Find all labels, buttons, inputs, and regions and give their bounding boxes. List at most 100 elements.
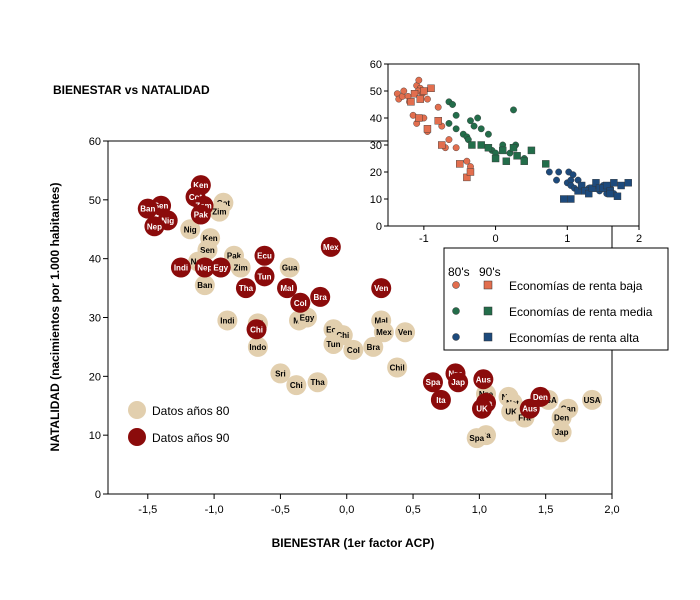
inset-legend-box [443,247,669,351]
legend-header-90s: 90's [479,265,501,279]
main-point-label: Nig [184,225,197,234]
main-point [210,257,231,278]
inset-point-square [423,125,432,133]
inset-point-circle [400,87,408,95]
main-point [194,257,215,278]
main-point-label: Indi [220,316,234,325]
inset-point-square [484,143,493,152]
main-point-label: Bra [314,293,328,302]
main-point-label: Ecu [257,252,272,261]
inset-x-tick-label: 2 [636,233,642,245]
inset-y-tick-label: 30 [370,140,382,152]
legend-baja-label: Economías de renta baja [509,279,643,293]
main-point [254,266,275,287]
legend-label-90: Datos años 90 [152,431,230,445]
inset-point-square [407,98,415,106]
main-point-label: Tun [326,340,340,349]
inset-point-square [420,87,428,95]
main-point-label: Nep [147,222,162,231]
main-point [363,336,384,357]
main-point-label: UK [505,408,517,417]
x-axis-label: BIENESTAR (1er factor ACP) [272,536,435,550]
main-point-label: Den [533,393,548,402]
main-point [217,310,238,331]
y-axis-label: NATALIDAD (nacimientos por 1.000 habitan… [48,183,62,452]
main-point [279,257,300,278]
main-point [472,398,493,419]
inset-point-circle [477,125,485,133]
legend-marker-90 [128,428,146,446]
inset-point-square [502,157,511,165]
inset-point-square [617,181,625,190]
inset-x-axis: -1 0 1 2 [419,226,642,245]
main-point [448,372,469,393]
main-point-label: Col [294,299,307,308]
main-point [307,372,328,393]
inset-point-square [606,189,615,198]
main-point-label: Ken [193,181,208,190]
inset-points [393,76,632,203]
inset-point-square [513,152,521,160]
main-point-label: Col [347,346,360,355]
main-point [430,389,451,410]
inset-x-tick-label: 0 [493,233,499,245]
inset-point-square [527,146,536,155]
inset-point-circle [452,144,460,152]
main-y-tick-label: 30 [89,313,101,325]
main-point-label: Spa [426,378,441,387]
main-point-label: Chil [390,364,405,373]
main-point-label: Zim [234,263,248,272]
main-point [137,198,158,219]
inset-point-square [434,116,442,125]
chart-title: BIENESTAR vs NATALIDAD [53,83,210,97]
main-point [247,336,268,357]
main-point [235,278,256,299]
main-y-tick-label: 0 [95,489,101,501]
inset-point-circle [452,111,460,119]
legend-baja-square [483,280,493,290]
main-point-label: Tha [310,378,325,387]
inset-point-square [560,195,568,203]
main-point [209,201,230,222]
inset-point-square [410,89,419,98]
inset-point-square [477,141,485,149]
legend-header-80s: 80's [448,265,470,279]
inset-point-square [509,143,518,152]
inset-x-tick-label: -1 [419,233,429,245]
inset-point-circle [569,171,577,179]
main-y-tick-label: 10 [89,430,101,442]
main-point-label: Sen [200,246,215,255]
legend-alta-circle [452,333,460,341]
main-points: CotZimNigKenSenNepPakZimBanGuaIndiSriMoE… [137,175,603,449]
inset-point-circle [449,101,456,108]
main-point-label: Bra [367,343,381,352]
inset-point-circle [445,136,453,144]
inset-point-square [520,157,528,165]
inset-point-circle [445,120,453,127]
inset-point-square [499,146,507,155]
main-point-label: UK [476,405,488,414]
inset-point-square [624,179,632,187]
main-point-label: Cot [189,193,203,202]
legend-alta-label: Economías de renta alta [509,331,639,345]
main-point-label: Egy [300,314,315,323]
inset-point-square [542,160,550,168]
main-point [180,219,201,240]
main-point [387,357,408,378]
inset-point-square [466,168,475,176]
inset-point-circle [553,176,560,184]
inset-point-circle [545,168,553,176]
main-x-tick-label: 1,0 [472,504,487,516]
main-point-label: Nig [161,216,174,225]
inset-y-tick-label: 60 [370,59,382,71]
main-point-label: Fra [518,414,531,423]
inset-point-circle [463,157,471,165]
main-y-tick-label: 20 [89,371,101,383]
legend-label-80: Datos años 80 [152,404,230,418]
main-point-label: Chi [250,325,263,334]
legend-media-label: Economías de renta media [509,305,653,319]
main-x-tick-label: 0,5 [405,504,420,516]
main-x-axis: -1,5 -1,0 -0,5 0,0 0,5 1,0 1,5 2,0 [138,494,620,516]
inset-point-circle [474,114,482,122]
main-point-label: Ban [140,205,155,214]
